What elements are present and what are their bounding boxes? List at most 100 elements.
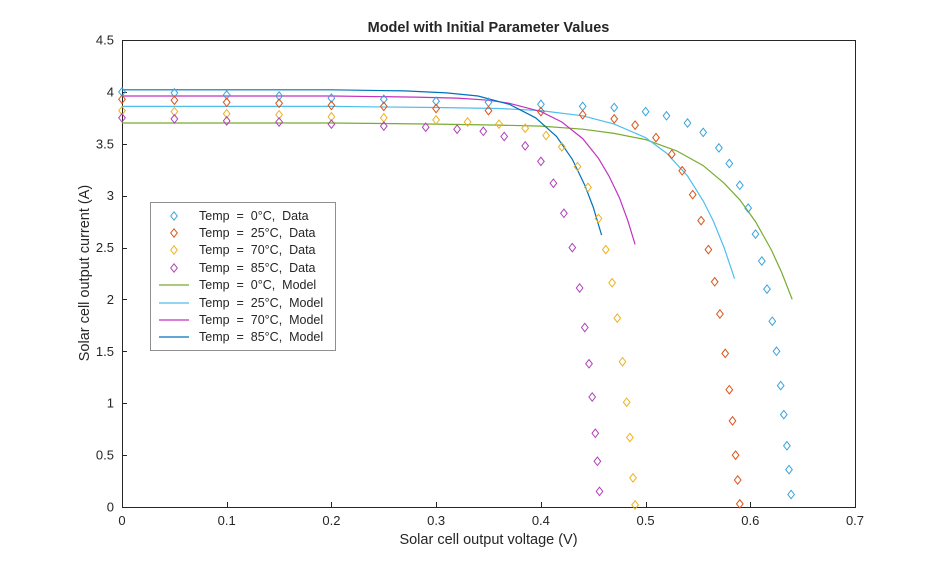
diamond-marker: [432, 103, 441, 114]
y-tick-label: 0: [107, 500, 114, 515]
diamond-marker: [710, 276, 719, 287]
diamond-marker: [170, 113, 179, 124]
diamond-marker: [118, 86, 126, 97]
diamond-marker: [557, 141, 566, 152]
legend-item-data-0c: Temp = 0°C, Data: [157, 207, 323, 224]
diamond-marker: [594, 213, 603, 224]
diamond-marker: [327, 93, 336, 104]
series-data-25c: [118, 94, 744, 509]
diamond-marker: [118, 112, 126, 123]
legend-diamond-swatch: [170, 262, 178, 273]
legend-item-label: Temp = 25°C, Model: [199, 295, 324, 310]
diamond-marker: [327, 119, 336, 130]
legend-item-data-70c: Temp = 70°C, Data: [157, 242, 323, 259]
diamond-marker: [327, 111, 336, 122]
diamond-marker: [622, 397, 631, 408]
diamond-marker: [549, 178, 558, 189]
diamond-marker: [575, 282, 584, 294]
diamond-marker: [785, 464, 793, 475]
diamond-marker: [772, 346, 781, 357]
x-tick-label: 0.5: [637, 513, 655, 528]
diamond-marker: [735, 498, 744, 509]
diamond-marker: [763, 284, 771, 295]
diamond-marker: [601, 244, 610, 255]
legend-item-model-0c: Temp = 0°C, Model: [157, 277, 323, 294]
diamond-marker: [618, 356, 627, 367]
diamond-marker: [536, 156, 545, 167]
legend-item-model-25c: Temp = 25°C, Model: [157, 294, 323, 311]
diamond-marker: [573, 161, 582, 172]
diamond-marker: [613, 313, 622, 324]
diamond-marker: [731, 450, 740, 461]
diamond-marker: [588, 391, 597, 403]
legend-item-label: Temp = 85°C, Model: [199, 330, 324, 345]
series-model-25c: [122, 105, 736, 279]
diamond-marker: [715, 308, 724, 320]
legend-line-swatch: [159, 336, 189, 339]
diamond-marker: [779, 409, 788, 420]
diamond-marker: [610, 102, 619, 113]
diamond-marker: [421, 122, 430, 133]
diamond-marker: [275, 90, 284, 102]
diamond-marker: [432, 114, 441, 125]
diamond-marker: [629, 472, 637, 483]
diamond-marker: [593, 456, 602, 467]
diamond-marker: [170, 106, 179, 117]
diamond-marker: [536, 99, 545, 110]
diamond-marker: [275, 109, 284, 120]
axes-box: [122, 40, 856, 508]
diamond-marker: [610, 113, 619, 124]
legend-item-data-25c: Temp = 25°C, Data: [157, 224, 323, 241]
legend-line-swatch: [159, 284, 189, 286]
diamond-marker: [652, 132, 660, 143]
legend-item-label: Temp = 25°C, Data: [199, 226, 316, 241]
diamond-marker: [733, 474, 742, 486]
y-tick-label: 1.5: [96, 344, 114, 359]
diamond-marker: [479, 126, 488, 137]
diamond-marker: [222, 108, 231, 119]
legend-item-label: Temp = 0°C, Model: [199, 278, 317, 293]
diamond-marker: [697, 215, 706, 226]
legend-item-label: Temp = 70°C, Model: [199, 313, 324, 328]
diamond-marker: [432, 96, 441, 107]
y-tick-label: 0.5: [96, 448, 114, 463]
diamond-marker: [379, 112, 388, 123]
x-tick-label: 0.4: [532, 513, 550, 528]
diamond-marker: [118, 94, 126, 105]
x-axis-label: Solar cell output voltage (V): [399, 532, 578, 548]
legend-diamond-swatch: [170, 210, 178, 221]
diamond-marker: [631, 120, 640, 131]
y-tick-label: 1: [107, 396, 114, 411]
y-axis-label: Solar cell output current (A): [77, 184, 93, 362]
x-tick-label: 0.2: [322, 513, 340, 528]
diamond-marker: [222, 89, 231, 101]
legend-item-model-85c: Temp = 85°C, Model: [157, 329, 323, 346]
x-tick-label: 0: [118, 513, 125, 528]
y-tick-label: 2: [107, 292, 114, 307]
diamond-marker: [662, 110, 671, 121]
chart-title: Model with Initial Parameter Values: [367, 20, 610, 36]
diamond-marker: [641, 106, 650, 117]
diamond-marker: [787, 489, 796, 500]
diamond-marker: [495, 119, 503, 130]
diamond-marker: [591, 428, 600, 439]
diamond-marker: [751, 229, 760, 240]
diamond-marker: [536, 106, 545, 117]
x-tick-label: 0.6: [741, 513, 759, 528]
diamond-marker: [744, 203, 753, 214]
x-tick-label: 0.1: [218, 513, 236, 528]
diamond-marker: [721, 348, 730, 359]
diamond-marker: [275, 98, 284, 109]
diamond-marker: [608, 277, 617, 288]
diamond-marker: [578, 109, 587, 120]
legend-item-data-85c: Temp = 85°C, Data: [157, 259, 323, 276]
diamond-marker: [704, 244, 713, 255]
legend-item-label: Temp = 70°C, Data: [199, 243, 316, 258]
y-tick-label: 4: [107, 84, 114, 99]
diamond-marker: [500, 131, 509, 142]
y-tick-label: 3: [107, 188, 114, 203]
diamond-marker: [275, 116, 284, 128]
diamond-marker: [776, 380, 785, 391]
